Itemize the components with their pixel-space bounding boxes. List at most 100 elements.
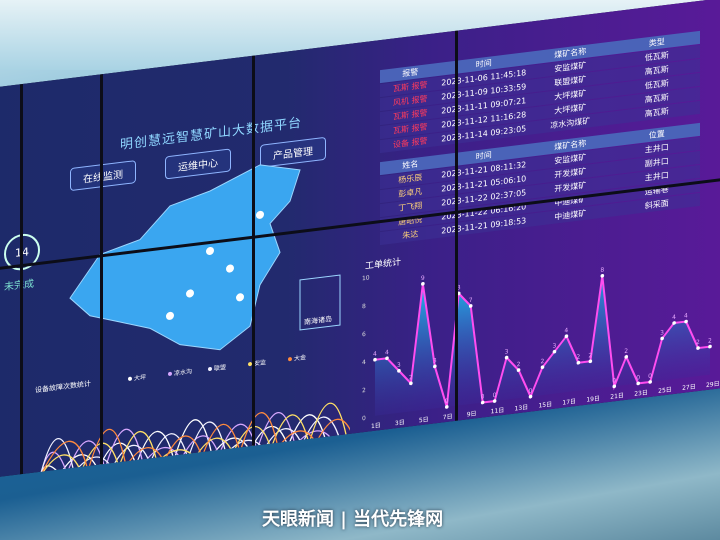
- x-tick-label: 11日: [491, 407, 505, 416]
- data-label: 9: [421, 275, 425, 282]
- legend-label: 安监: [254, 358, 266, 367]
- data-point: [397, 368, 401, 373]
- data-point: [444, 405, 449, 409]
- x-tick-label: 1日: [371, 422, 381, 430]
- x-tick-label: 7日: [443, 413, 453, 421]
- chart-title: 设备故障次数统计: [35, 379, 91, 395]
- data-label: 2: [696, 339, 700, 346]
- x-tick-label: 3日: [395, 419, 405, 427]
- x-tick-label: 9日: [124, 474, 132, 478]
- x-tick-label: 7日: [103, 476, 111, 478]
- x-tick-label: 27日: [313, 450, 324, 457]
- x-tick-label: 19日: [229, 460, 240, 467]
- x-tick-label: 11日: [145, 471, 156, 478]
- legend-label: 大坪: [134, 373, 146, 382]
- data-label: 2: [517, 361, 521, 368]
- legend-marker: [208, 366, 212, 372]
- data-point: [636, 381, 641, 386]
- x-tick-label: 29日: [706, 380, 720, 389]
- data-point: [576, 360, 581, 365]
- series-line: [39, 412, 350, 478]
- x-tick-label: 17日: [562, 398, 576, 407]
- data-point: [516, 368, 521, 372]
- data-label: 3: [660, 329, 664, 336]
- data-point: [385, 356, 389, 361]
- data-point: [528, 394, 533, 399]
- data-point: [433, 364, 437, 369]
- data-label: 2: [576, 354, 580, 361]
- x-tick-label: 21日: [610, 392, 624, 401]
- x-tick-label: 5日: [419, 416, 429, 424]
- y-tick-label: 2: [362, 387, 366, 394]
- data-point: [648, 380, 652, 384]
- legend-label: 凉水沟: [174, 367, 192, 377]
- x-tick-label: 15日: [187, 465, 198, 472]
- data-label: 2: [541, 358, 545, 365]
- area-fill: [375, 275, 710, 416]
- data-point: [624, 355, 629, 359]
- data-label: 4: [385, 349, 389, 356]
- x-tick-label: 23日: [271, 455, 282, 462]
- data-label: 3: [397, 362, 401, 369]
- chart-title: 工单统计: [365, 256, 401, 272]
- data-point: [552, 349, 557, 354]
- data-label: 2: [624, 348, 628, 355]
- data-label: 0: [445, 398, 449, 405]
- data-point: [564, 334, 569, 339]
- legend-marker: [288, 357, 292, 362]
- y-tick-label: 10: [362, 274, 370, 282]
- x-tick-label: 23日: [634, 389, 648, 398]
- data-label: 4: [373, 351, 377, 358]
- data-label: 0: [493, 392, 497, 399]
- data-label: 4: [672, 314, 676, 321]
- video-wall: 明创慧远智慧矿山大数据平台 在线监测 运维中心 产品管理 14 未完成 南海诸岛…: [0, 0, 720, 478]
- data-label: 3: [552, 342, 556, 349]
- legend-marker: [168, 371, 172, 376]
- data-label: 8: [457, 284, 461, 291]
- data-point: [409, 381, 413, 386]
- x-tick-label: 29日: [334, 447, 345, 454]
- data-label: 0: [612, 377, 616, 384]
- legend-marker: [248, 362, 252, 367]
- x-tick-label: 27日: [682, 383, 696, 392]
- data-label: 0: [529, 387, 533, 394]
- data-label: 4: [684, 312, 688, 319]
- data-point: [480, 400, 485, 405]
- x-tick-label: 19日: [586, 395, 600, 404]
- data-label: 2: [409, 374, 413, 381]
- data-point: [684, 319, 688, 324]
- legend-label: 大金: [294, 353, 306, 362]
- data-point: [421, 282, 425, 286]
- data-label: 2: [588, 352, 592, 359]
- x-tick-label: 21日: [250, 458, 261, 465]
- x-tick-label: 25日: [658, 386, 672, 395]
- data-point: [660, 336, 664, 341]
- legend-marker: [128, 376, 132, 381]
- data-point: [600, 274, 605, 278]
- y-tick-label: 6: [362, 331, 366, 338]
- data-label: 2: [708, 337, 712, 344]
- pending-label: 未完成: [4, 278, 34, 294]
- data-point: [612, 384, 617, 389]
- data-point: [492, 399, 497, 403]
- x-tick-label: 9日: [467, 410, 477, 418]
- data-label: 0: [481, 393, 485, 400]
- dashboard-screen: 明创慧远智慧矿山大数据平台 在线监测 运维中心 产品管理 14 未完成 南海诸岛…: [0, 0, 720, 478]
- data-point: [504, 355, 509, 360]
- data-point: [540, 365, 545, 369]
- x-tick-label: 17日: [208, 463, 219, 470]
- y-tick-label: 8: [362, 303, 366, 310]
- data-point: [696, 346, 700, 350]
- x-tick-label: 13日: [166, 468, 177, 475]
- data-point: [708, 344, 712, 349]
- china-map: 南海诸岛: [69, 164, 341, 351]
- x-tick-label: 13日: [515, 404, 529, 413]
- data-point: [373, 357, 377, 362]
- data-label: 3: [433, 357, 437, 364]
- y-tick-label: 4: [362, 359, 366, 366]
- data-point: [588, 359, 593, 364]
- data-label: 0: [648, 373, 652, 380]
- data-label: 3: [505, 348, 509, 355]
- data-point: [468, 304, 473, 308]
- data-label: 0: [636, 374, 640, 381]
